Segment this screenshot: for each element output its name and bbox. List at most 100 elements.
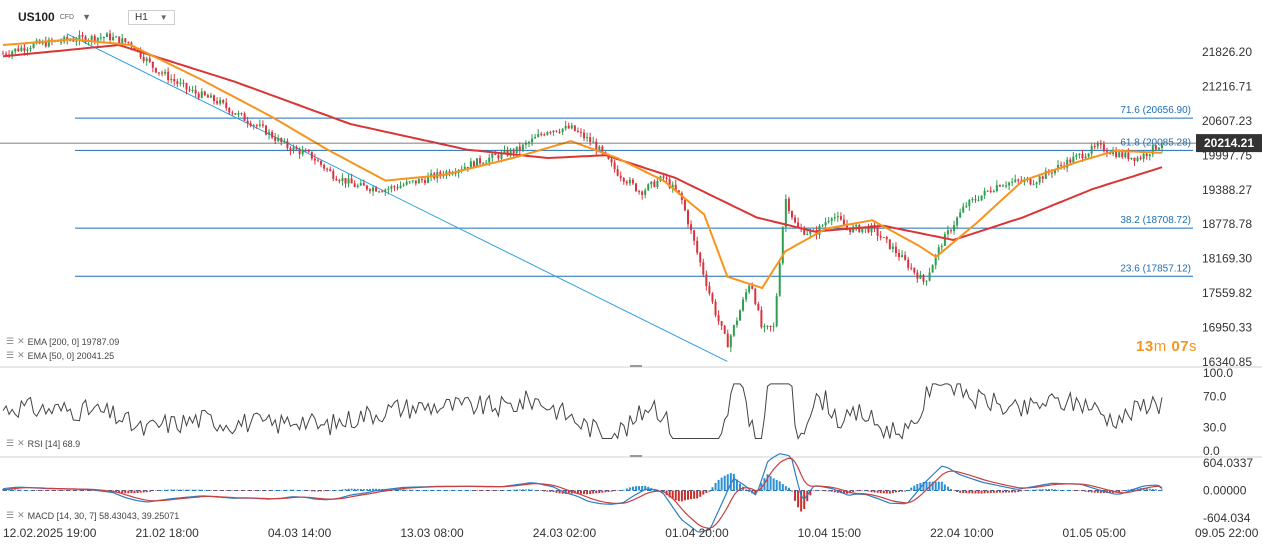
candle-body: [885, 237, 888, 240]
candle-body: [1069, 159, 1072, 163]
macd-histogram-bar: [1099, 490, 1102, 493]
close-icon[interactable]: ✕: [17, 350, 25, 360]
macd-histogram-bar: [142, 490, 145, 493]
macd-histogram-bar: [1032, 489, 1035, 491]
candle-body: [613, 162, 616, 170]
timeframe-selector[interactable]: H1 ▼: [128, 10, 175, 25]
macd-histogram-bar: [922, 481, 925, 491]
macd-histogram-bar: [197, 489, 200, 491]
candle-body: [641, 191, 644, 195]
candle-body: [1087, 153, 1090, 157]
macd-histogram-bar: [1109, 490, 1112, 493]
time-axis[interactable]: 12.02.2025 19:00 21.02 18:00 04.03 14:00 13…: [3, 526, 1259, 540]
macd-histogram-bar: [628, 487, 631, 491]
macd-histogram-bar: [307, 490, 310, 492]
ema50-line: [2, 38, 1163, 290]
candle-body: [1081, 153, 1084, 159]
macd-histogram-bar: [219, 490, 222, 491]
candle-body: [203, 91, 206, 96]
candle-body: [105, 33, 108, 38]
candle-body: [855, 225, 858, 227]
macd-histogram-bar: [209, 490, 212, 491]
symbol-selector[interactable]: US100 CFD ▼: [18, 10, 91, 24]
macd-histogram-bar: [1026, 490, 1029, 491]
settings-icon[interactable]: ☰: [6, 336, 15, 346]
candle-body: [255, 125, 258, 127]
candle-body: [482, 163, 485, 165]
macd-histogram-bar: [154, 490, 157, 491]
indicator-ema200[interactable]: ☰ ✕ EMA [200, 0] 19787.09: [6, 336, 119, 347]
candle-body: [656, 180, 659, 187]
macd-panel: 604.0337 0.00000 -604.034: [2, 453, 1253, 533]
candle-body: [778, 263, 781, 296]
macd-histogram-bar: [989, 490, 992, 493]
candle-body: [161, 72, 164, 74]
candle-body: [919, 274, 922, 279]
candle-body: [677, 190, 680, 194]
macd-histogram-bar: [304, 490, 307, 491]
macd-histogram-bar: [683, 490, 686, 501]
price-axis[interactable]: 21826.20 21216.71 20607.23 19997.75 19388.27…: [1202, 45, 1252, 369]
candle-body: [384, 189, 387, 192]
candle-body: [264, 125, 267, 135]
macd-histogram-bar: [916, 484, 919, 491]
macd-histogram-bar: [1093, 490, 1096, 493]
macd-histogram-bar: [261, 490, 264, 491]
macd-histogram-bar: [738, 483, 741, 491]
macd-histogram-bar: [436, 490, 439, 491]
candle-body: [943, 234, 946, 246]
macd-histogram-bar: [690, 490, 693, 500]
settings-icon[interactable]: ☰: [6, 438, 15, 448]
macd-histogram-bar: [671, 490, 674, 499]
macd-histogram-bar: [879, 490, 882, 494]
macd-histogram-bar: [864, 490, 867, 492]
candle-body: [595, 141, 598, 150]
candle-body: [96, 37, 99, 42]
candle-body: [833, 217, 836, 219]
candle-body: [90, 35, 93, 41]
macd-histogram-bar: [827, 490, 830, 492]
countdown-seconds: 07: [1171, 338, 1190, 355]
candle-body: [555, 130, 558, 132]
candle-body: [745, 292, 748, 300]
close-icon[interactable]: ✕: [17, 510, 25, 520]
candle-body: [118, 36, 121, 44]
macd-histogram-bar: [674, 490, 677, 501]
macd-histogram-bar: [527, 489, 530, 491]
macd-histogram-bar: [876, 490, 879, 493]
macd-histogram-bar: [466, 490, 469, 491]
macd-histogram-bar: [702, 490, 705, 495]
macd-histogram-bar: [133, 490, 136, 494]
candle-body: [176, 81, 179, 84]
macd-histogram-bar: [81, 490, 84, 491]
macd-histogram-bar: [769, 476, 772, 491]
candle-body: [154, 67, 157, 73]
settings-icon[interactable]: ☰: [6, 510, 15, 520]
candle-body: [500, 152, 503, 159]
candle-body: [1118, 152, 1121, 158]
indicator-rsi[interactable]: ☰ ✕ RSI [14] 68.9: [6, 438, 80, 449]
macd-histogram-bar: [867, 490, 870, 492]
indicator-macd[interactable]: ☰ ✕ MACD [14, 30, 7] 58.43043, 39.25071: [6, 510, 179, 521]
candle-body: [705, 274, 708, 286]
close-icon[interactable]: ✕: [17, 438, 25, 448]
candle-body: [738, 310, 741, 321]
macd-histogram-bar: [430, 490, 433, 491]
macd-histogram-bar: [264, 490, 267, 491]
candle-body: [323, 164, 326, 169]
candle-body: [625, 181, 628, 184]
indicator-ema50[interactable]: ☰ ✕ EMA [50, 0] 20041.25: [6, 350, 114, 361]
candle-body: [901, 255, 904, 258]
macd-histogram-bar: [249, 490, 252, 491]
candle-body: [427, 176, 430, 183]
settings-icon[interactable]: ☰: [6, 350, 15, 360]
candle-body: [904, 255, 907, 260]
macd-histogram-bar: [53, 490, 56, 491]
close-icon[interactable]: ✕: [17, 336, 25, 346]
macd-histogram-bar: [592, 490, 595, 494]
fib-label-2: 38.2 (18708.72): [1120, 215, 1191, 226]
candle-body: [417, 179, 420, 184]
candle-body: [151, 61, 154, 68]
macd-histogram-bar: [986, 490, 989, 494]
